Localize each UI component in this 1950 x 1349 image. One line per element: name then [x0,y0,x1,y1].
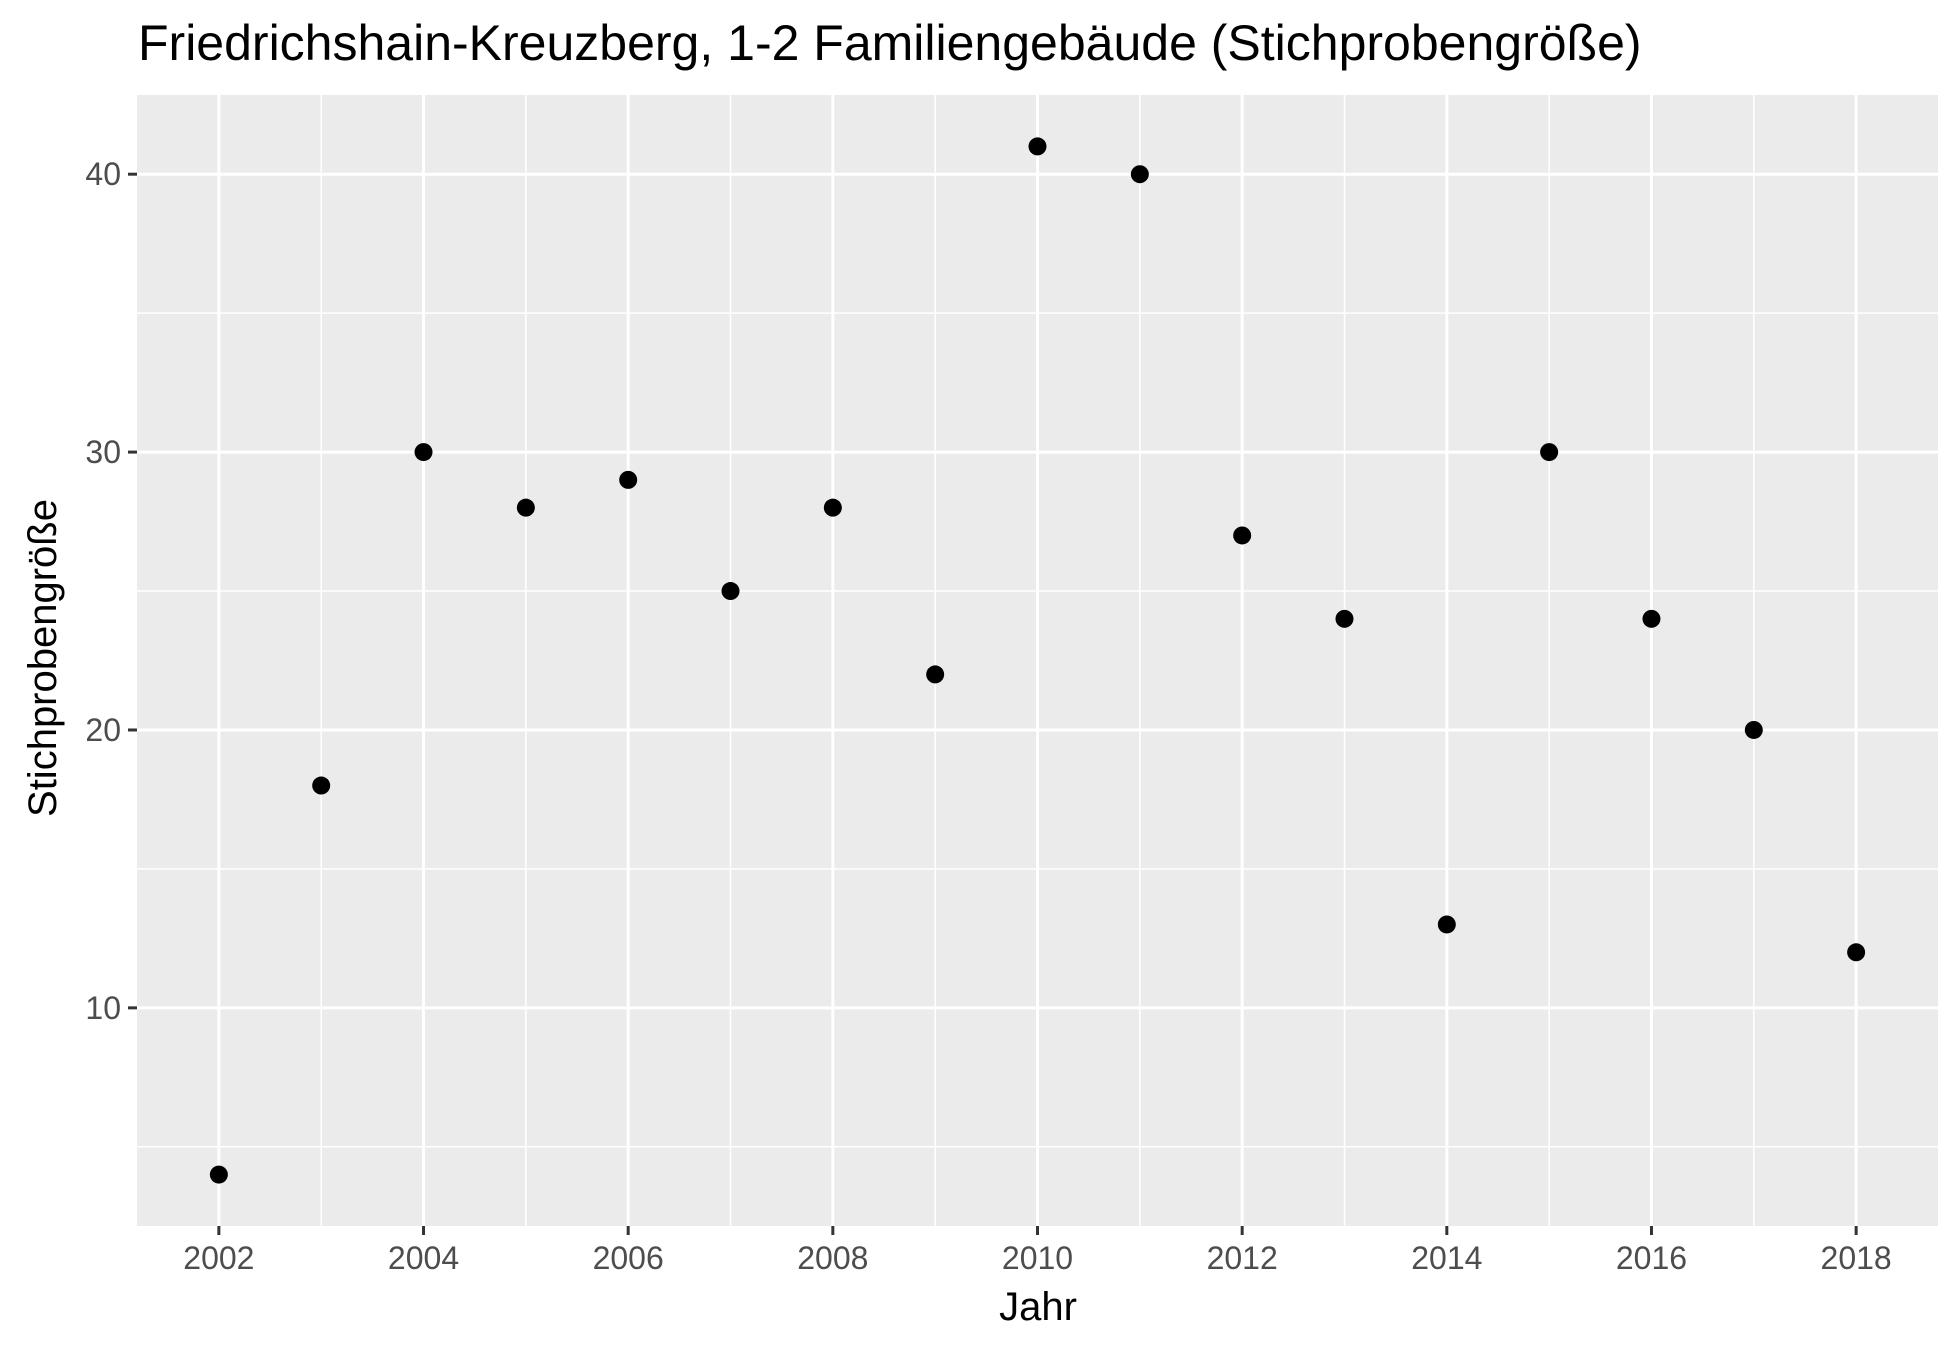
x-tick-label: 2012 [1207,1240,1278,1276]
y-tick-label: 40 [85,156,121,192]
data-point [1335,609,1354,628]
data-point [1233,526,1252,545]
data-point [1744,720,1763,739]
data-point [1437,915,1456,934]
x-tick-label: 2010 [1002,1240,1073,1276]
data-point [1847,943,1866,962]
data-point [312,776,331,795]
data-point [619,470,638,489]
x-tick-label: 2006 [593,1240,664,1276]
chart-title: Friedrichshain-Kreuzberg, 1-2 Familienge… [138,15,1642,71]
data-point [414,443,433,462]
y-tick-label: 20 [85,712,121,748]
y-tick-label: 30 [85,434,121,470]
data-point [721,582,740,601]
major-gridlines [137,95,1938,1226]
data-point [1130,165,1149,184]
x-tick-label: 2008 [797,1240,868,1276]
y-axis-title: Stichprobengröße [21,499,65,817]
y-tick-label: 10 [85,990,121,1026]
x-tick-label: 2014 [1411,1240,1482,1276]
data-point [823,498,842,517]
x-tick-label: 2002 [183,1240,254,1276]
x-tick-label: 2016 [1616,1240,1687,1276]
x-tick-label: 2018 [1821,1240,1892,1276]
x-tick-label: 2004 [388,1240,459,1276]
data-point [516,498,535,517]
x-axis: 2002 2004 2006 2008 2010 2012 2014 2016 2018 [183,1226,1892,1276]
data-point [209,1165,228,1184]
data-points [209,137,1866,1184]
data-point [1540,443,1559,462]
y-axis: 10 20 30 40 [85,156,137,1026]
data-point [1028,137,1047,156]
data-point [1642,609,1661,628]
x-axis-title: Jahr [999,1285,1077,1329]
data-point [926,665,945,684]
